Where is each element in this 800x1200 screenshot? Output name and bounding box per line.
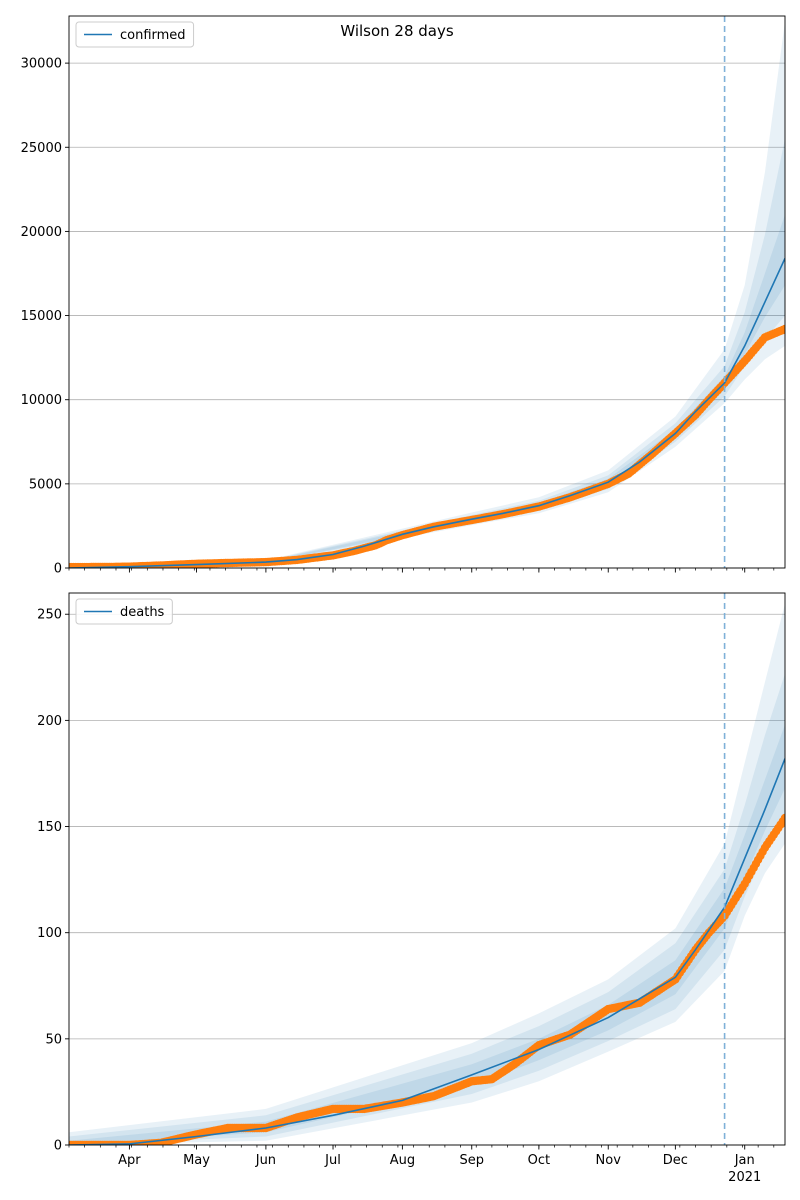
x-tick-label: Dec: [663, 1153, 688, 1168]
x-tick-label: Jan: [734, 1153, 755, 1168]
legend: deaths: [75, 598, 173, 625]
axes-frame: [68, 592, 786, 1146]
deaths-line: [69, 758, 785, 1145]
x-tick-label: Oct: [528, 1153, 550, 1168]
confirmed-panel: 0 5000 10000 15000 20000 25000 30000 confirmed: [21, 15, 786, 577]
plot-area: [69, 603, 785, 1145]
y-tick-label: 15000: [21, 309, 62, 324]
y-tick-label: 30000: [21, 57, 62, 72]
y-tick-label: 20000: [21, 225, 62, 240]
confirmed-line: [69, 257, 785, 568]
deaths-panel: 0 50 100 150 200 250 Apr May Jun Jul Aug Sep Oct Nov D…: [37, 592, 786, 1185]
axes-frame: [68, 15, 786, 569]
y-tick-label: 250: [37, 608, 62, 623]
y-tick-label: 150: [37, 820, 62, 835]
y-tick-label: 100: [37, 926, 62, 941]
legend: confirmed: [75, 21, 195, 48]
y-tick-label: 25000: [21, 141, 62, 156]
uncertainty-band-2: [69, 673, 785, 1145]
legend-box: [75, 21, 195, 48]
y-tick-label: 10000: [21, 393, 62, 408]
x-tick-label: Apr: [118, 1153, 141, 1168]
x-tick-label: May: [183, 1153, 210, 1168]
y-tick-label: 5000: [29, 477, 62, 492]
legend-box: [75, 598, 173, 625]
y-tick-label: 0: [54, 562, 62, 577]
observed-point: [780, 813, 785, 823]
plot-area: [69, 21, 785, 568]
legend-label: deaths: [120, 605, 165, 620]
y-tick-label: 0: [54, 1139, 62, 1154]
observed-point: [780, 324, 785, 334]
figure-title: Wilson 28 days: [340, 22, 454, 40]
y-tick-label: 50: [45, 1032, 62, 1047]
y-tick-label: 200: [37, 714, 62, 729]
x-tick-label: Jul: [324, 1153, 341, 1168]
uncertainty-band-3: [69, 214, 785, 568]
x-tick-label: Jun: [255, 1153, 276, 1168]
x-year-label: 2021: [728, 1170, 761, 1185]
x-tick-label: Aug: [390, 1153, 415, 1168]
legend-label: confirmed: [120, 28, 186, 43]
x-tick-label: Nov: [596, 1153, 622, 1168]
x-tick-label: Sep: [459, 1153, 484, 1168]
